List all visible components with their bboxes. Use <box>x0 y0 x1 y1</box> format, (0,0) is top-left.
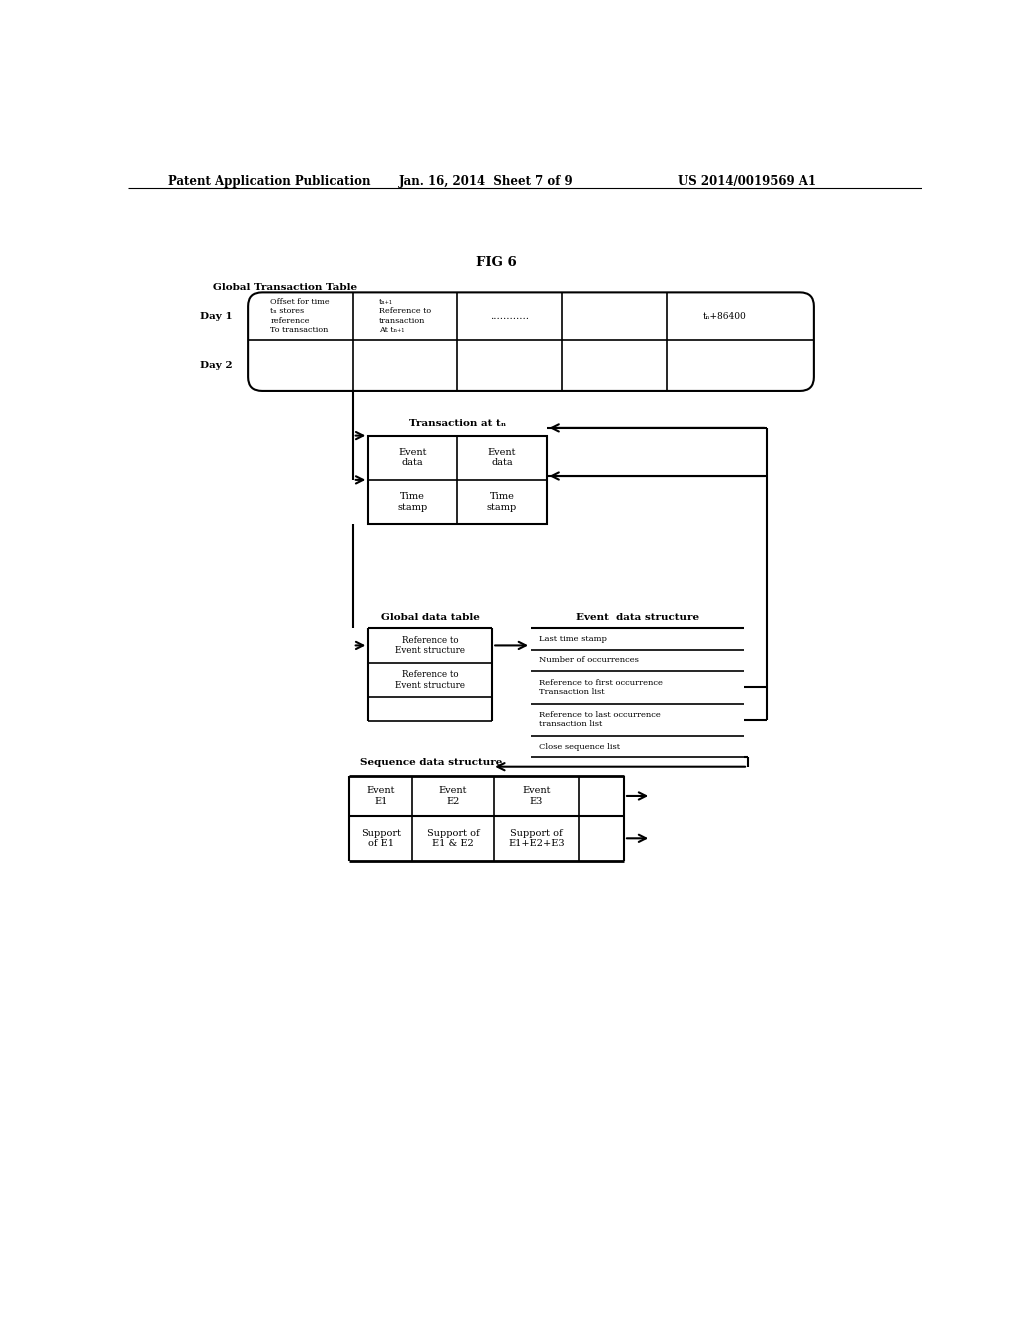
Bar <box>369 436 547 524</box>
Text: Close sequence list: Close sequence list <box>539 743 620 751</box>
Text: Support of
E1 & E2: Support of E1 & E2 <box>427 829 479 847</box>
Text: Reference to last occurrence
transaction list: Reference to last occurrence transaction… <box>539 711 660 729</box>
Text: Event
data: Event data <box>398 447 427 467</box>
Text: Last time stamp: Last time stamp <box>539 635 606 643</box>
Text: Global data table: Global data table <box>381 612 479 622</box>
Text: Day 1: Day 1 <box>200 312 232 321</box>
Text: Support of
E1+E2+E3: Support of E1+E2+E3 <box>508 829 565 847</box>
Text: Event
E2: Event E2 <box>439 787 467 805</box>
Text: US 2014/0019569 A1: US 2014/0019569 A1 <box>678 176 816 189</box>
Text: Day 2: Day 2 <box>200 360 232 370</box>
Text: Reference to first occurrence
Transaction list: Reference to first occurrence Transactio… <box>539 678 663 696</box>
Text: Number of occurrences: Number of occurrences <box>539 656 639 664</box>
Text: Event
E1: Event E1 <box>367 787 395 805</box>
Text: Global Transaction Table: Global Transaction Table <box>213 284 357 292</box>
Text: Event
data: Event data <box>487 447 516 467</box>
Text: Event
E3: Event E3 <box>522 787 551 805</box>
Text: Event  data structure: Event data structure <box>575 612 699 622</box>
Text: Time
stamp: Time stamp <box>486 492 517 512</box>
Text: tₙ+86400: tₙ+86400 <box>702 312 746 321</box>
Text: Time
stamp: Time stamp <box>397 492 428 512</box>
Text: tₙ₊₁
Reference to
transaction
At tₙ₊₁: tₙ₊₁ Reference to transaction At tₙ₊₁ <box>379 298 431 334</box>
Text: Reference to
Event structure: Reference to Event structure <box>395 671 465 690</box>
Text: Transaction at tₙ: Transaction at tₙ <box>409 418 506 428</box>
Text: FIG 6: FIG 6 <box>476 256 516 269</box>
Text: Reference to
Event structure: Reference to Event structure <box>395 636 465 655</box>
Text: Offset for time
tₙ stores
reference
To transaction: Offset for time tₙ stores reference To t… <box>270 298 330 334</box>
Text: Support
of E1: Support of E1 <box>360 829 400 847</box>
Text: Sequence data structure: Sequence data structure <box>360 758 503 767</box>
Text: Jan. 16, 2014  Sheet 7 of 9: Jan. 16, 2014 Sheet 7 of 9 <box>399 176 573 189</box>
Text: ............: ............ <box>489 312 528 321</box>
Text: Patent Application Publication: Patent Application Publication <box>168 176 371 189</box>
